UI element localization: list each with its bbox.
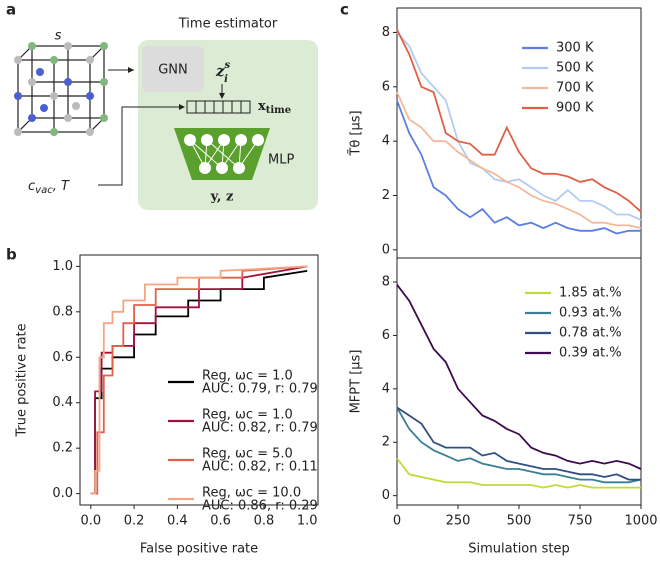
x-tick-label: 750 bbox=[568, 514, 593, 529]
series-line bbox=[396, 91, 642, 229]
legend-label: Reg, ωᴄ = 5.0 bbox=[202, 447, 293, 462]
y-tick-label: 8 bbox=[382, 275, 390, 290]
x-tick-label: 0.2 bbox=[124, 514, 145, 529]
tail: , T bbox=[53, 179, 70, 194]
series-line bbox=[396, 406, 641, 481]
y-tick-label: 6 bbox=[382, 79, 390, 94]
x-tick-label: 0.6 bbox=[210, 514, 231, 529]
vector-cells bbox=[186, 100, 251, 114]
panel-label: a bbox=[6, 1, 16, 19]
x-axis-label: Simulation step bbox=[468, 542, 570, 557]
x-tick-label: 1000 bbox=[624, 514, 657, 529]
y-tick-label: 6 bbox=[382, 328, 390, 343]
base: z bbox=[215, 62, 225, 80]
y-tick-label: 2 bbox=[382, 188, 390, 203]
input-label: cvac, T bbox=[28, 179, 70, 197]
plot-frame bbox=[79, 254, 319, 506]
sub: time bbox=[266, 105, 291, 116]
panel-label: c bbox=[340, 1, 349, 19]
y-tick-label: 0 bbox=[382, 242, 390, 257]
y-tick-label: 0.8 bbox=[52, 304, 73, 319]
x-tick-label: 0.8 bbox=[254, 514, 275, 529]
legend-label: 0.93 at.% bbox=[559, 306, 622, 321]
legend-label: 300 K bbox=[556, 41, 594, 56]
diagram: s Time estimator GNN zs i x bbox=[14, 17, 318, 210]
vector-label: xtime bbox=[258, 99, 291, 116]
y-tick-label: 0.0 bbox=[52, 486, 73, 501]
x-tick-label: 500 bbox=[507, 514, 532, 529]
estimator-title: Time estimator bbox=[178, 17, 278, 32]
series-line bbox=[396, 100, 641, 235]
x-tick-label: 0 bbox=[393, 514, 401, 529]
x-tick-label: 250 bbox=[446, 514, 471, 529]
arrowhead bbox=[219, 93, 225, 99]
y-axis-label: MFPT [μs] bbox=[349, 350, 364, 414]
panel-label: b bbox=[6, 246, 17, 264]
legend-label: Reg, ωᴄ = 1.0 bbox=[202, 369, 293, 384]
y-tick-label: 8 bbox=[382, 25, 390, 40]
arrow bbox=[98, 106, 181, 186]
plot-frame bbox=[396, 7, 642, 259]
series-line bbox=[90, 265, 308, 495]
mlp-label: MLP bbox=[268, 153, 294, 168]
legend-note: AUC: 0.86, r: 0.29 bbox=[202, 499, 318, 514]
y-tick-label: 0.6 bbox=[52, 350, 73, 365]
legend-label: Reg, ωᴄ = 1.0 bbox=[202, 408, 293, 423]
legend-note: AUC: 0.79, r: 0.79 bbox=[202, 382, 318, 397]
gnn-box bbox=[142, 46, 204, 92]
sup: s bbox=[225, 60, 231, 71]
x-tick-label: 1.0 bbox=[297, 514, 318, 529]
arrowhead bbox=[179, 104, 185, 110]
y-axis-label: T̃θ [μs] bbox=[348, 110, 363, 156]
series-line bbox=[90, 265, 308, 495]
legend-label: Reg, ωᴄ = 10.0 bbox=[202, 486, 301, 501]
series-line bbox=[396, 284, 642, 470]
y-axis-label: True positive rate bbox=[15, 323, 30, 437]
legend-label: 0.78 at.% bbox=[559, 326, 622, 341]
x-tick-label: 0.0 bbox=[80, 514, 101, 529]
legend-label: 900 K bbox=[556, 101, 594, 116]
output-label: y, z bbox=[210, 190, 234, 205]
base: x bbox=[258, 99, 266, 114]
mlp-nodes bbox=[184, 134, 264, 174]
base: c bbox=[28, 179, 35, 194]
atoms bbox=[14, 42, 108, 136]
y-tick-label: 2 bbox=[382, 435, 390, 450]
x-axis-label: False positive rate bbox=[140, 542, 258, 557]
series-line bbox=[396, 29, 642, 213]
y-tick-label: 0.2 bbox=[52, 441, 73, 456]
x-tick-label: 0.4 bbox=[167, 514, 188, 529]
y-tick-label: 0.4 bbox=[52, 395, 73, 410]
series-line bbox=[396, 31, 642, 221]
y-tick-label: 4 bbox=[382, 381, 390, 396]
legend-label: 1.85 at.% bbox=[559, 286, 622, 301]
sub: vac bbox=[35, 185, 53, 196]
legend-label: 500 K bbox=[556, 61, 594, 76]
lattice-label: s bbox=[55, 29, 62, 44]
arrowhead bbox=[128, 67, 134, 73]
series-line bbox=[396, 407, 642, 484]
legend-label: 700 K bbox=[556, 81, 594, 96]
gnn-label: GNN bbox=[158, 63, 188, 78]
y-tick-label: 1.0 bbox=[52, 259, 73, 274]
sub: i bbox=[224, 74, 228, 85]
legend-label: 0.39 at.% bbox=[559, 346, 622, 361]
y-tick-label: 4 bbox=[382, 134, 390, 149]
embedding-label: zs i bbox=[215, 60, 231, 85]
y-tick-label: 0 bbox=[382, 488, 390, 503]
legend-note: AUC: 0.82, r: 0.11 bbox=[202, 460, 318, 475]
series-line bbox=[396, 457, 641, 489]
legend-note: AUC: 0.82, r: 0.79 bbox=[202, 421, 318, 436]
